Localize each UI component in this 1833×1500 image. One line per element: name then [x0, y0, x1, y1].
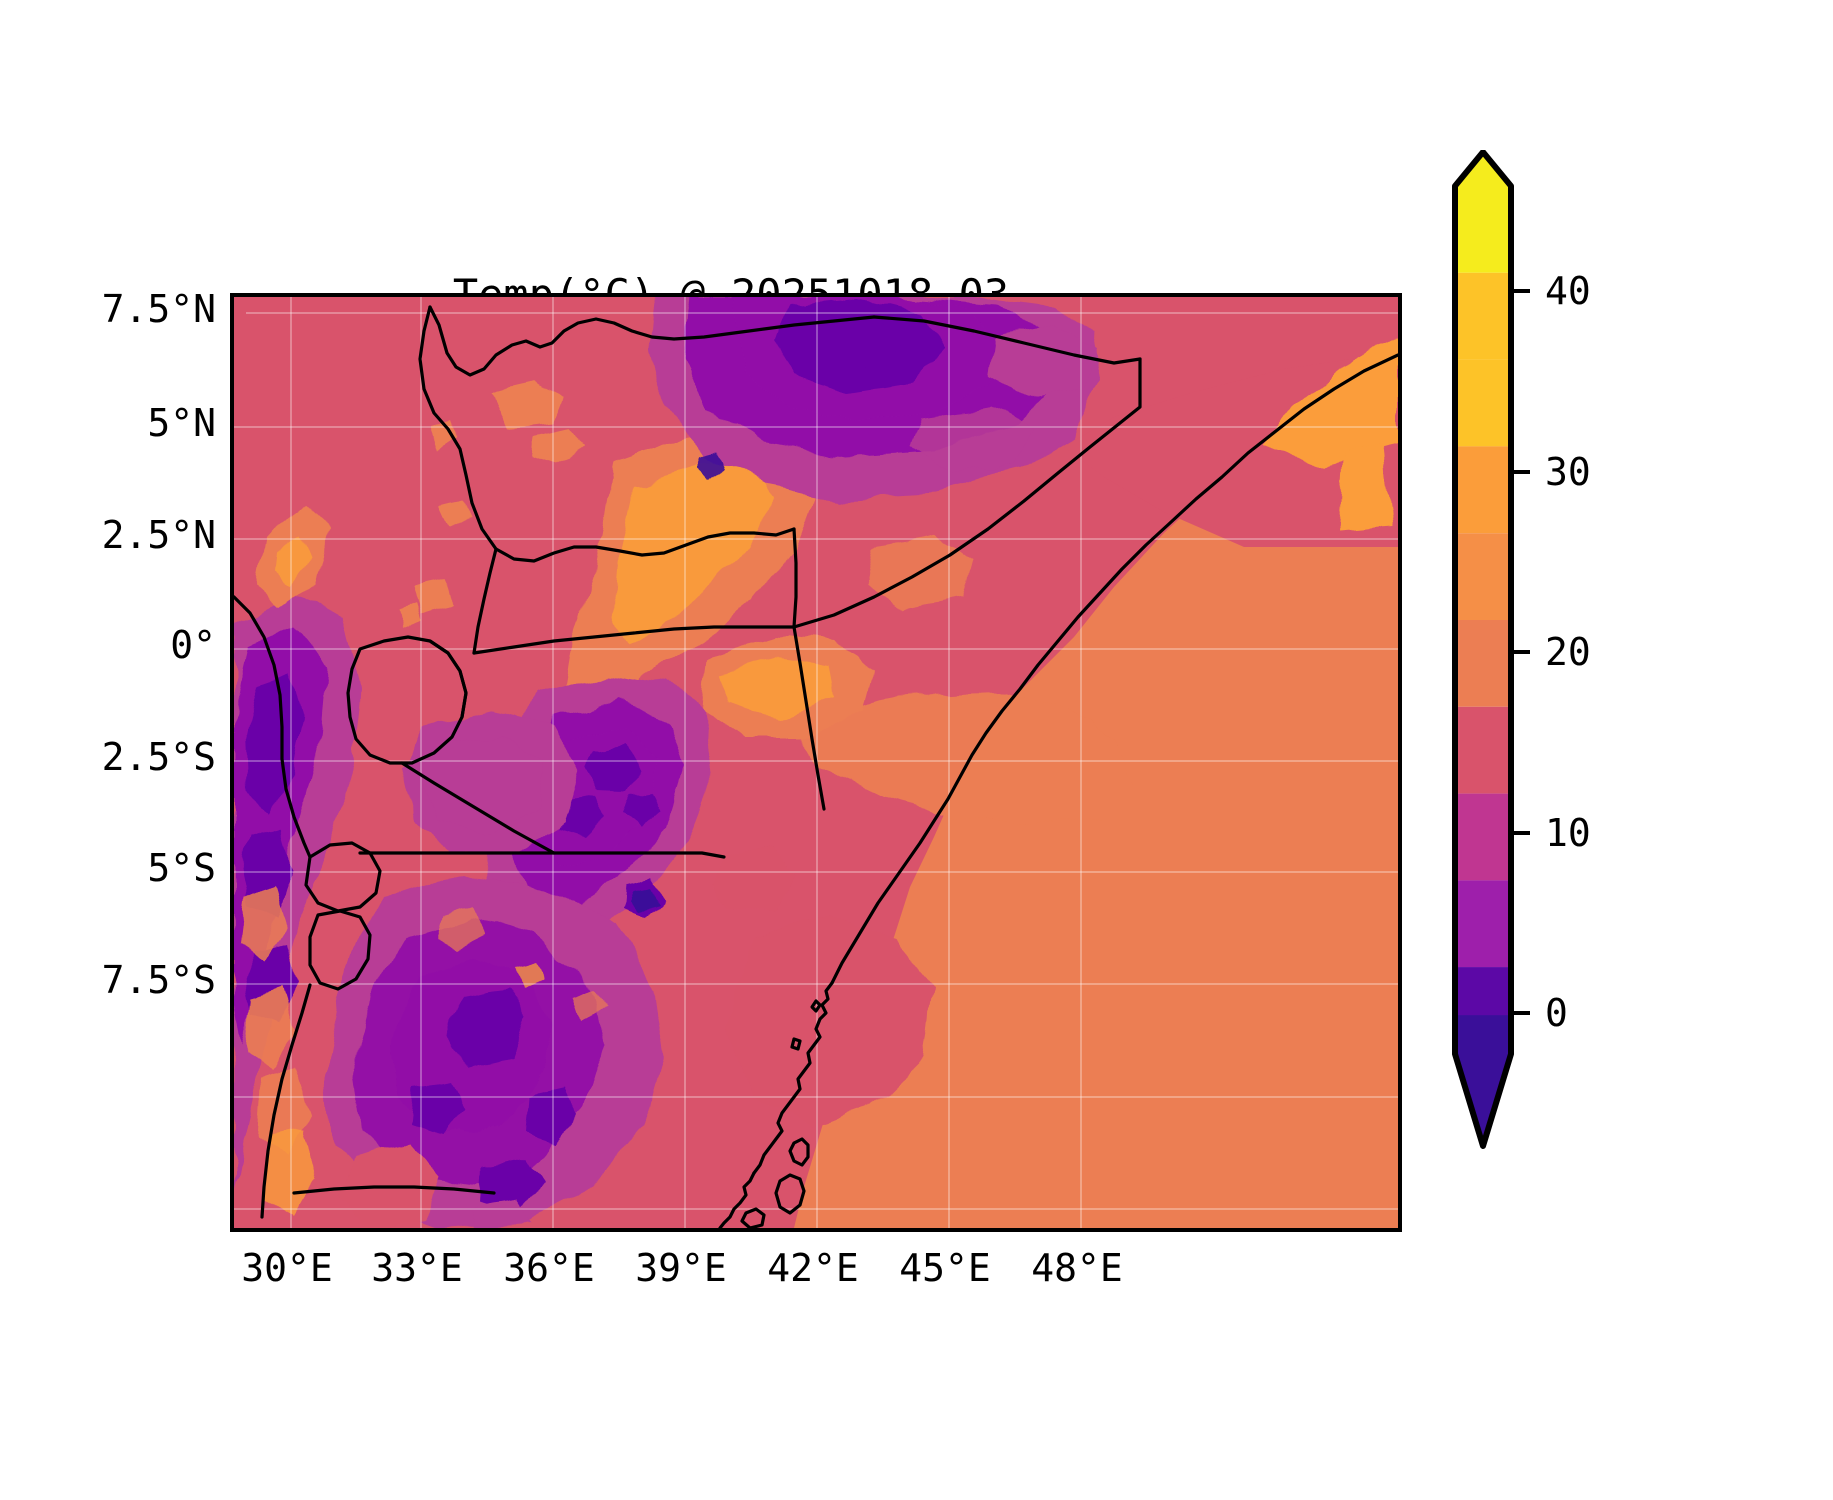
country-borders [234, 305, 1398, 1228]
colorbar-bands [1455, 186, 1511, 1054]
xtick-label: 33°E [371, 1246, 463, 1290]
xtick-label: 48°E [1031, 1246, 1123, 1290]
temperature-contour-svg [234, 297, 1398, 1228]
colorbar-tick-label: 40 [1545, 269, 1591, 313]
xtick-label: 30°E [241, 1246, 333, 1290]
colorbar-tick-label: 0 [1545, 991, 1568, 1035]
ytick-label: 7.5°S [101, 958, 216, 1002]
xtick-label: 42°E [767, 1246, 859, 1290]
ytick-label: 0° [170, 623, 216, 667]
colorbar-tick-label: 30 [1545, 450, 1591, 494]
colorbar-outline [1452, 150, 1514, 1149]
ytick-label: 5°N [147, 401, 216, 445]
colorbar-tick-mark [1511, 1011, 1530, 1015]
colorbar [1452, 150, 1514, 1150]
xtick-label: 45°E [899, 1246, 991, 1290]
xtick-label: 39°E [635, 1246, 727, 1290]
colorbar-over-arrow [1455, 152, 1511, 186]
temperature-field [234, 297, 1398, 1228]
colorbar-tick-mark [1511, 470, 1530, 474]
colorbar-svg [1452, 150, 1514, 1149]
ytick-label: 7.5°N [101, 287, 216, 331]
colorbar-tick-label: 10 [1545, 811, 1591, 855]
ytick-label: 2.5°N [101, 513, 216, 557]
ytick-label: 5°S [147, 846, 216, 890]
map-axes [230, 293, 1402, 1232]
ytick-label: 2.5°S [101, 735, 216, 779]
colorbar-under-arrow [1455, 1054, 1511, 1146]
colorbar-tick-mark [1511, 831, 1530, 835]
colorbar-tick-mark [1511, 289, 1530, 293]
map-gridlines [234, 297, 1398, 1228]
colorbar-tick-label: 20 [1545, 630, 1591, 674]
colorbar-tick-mark [1511, 650, 1530, 654]
xtick-label: 36°E [503, 1246, 595, 1290]
